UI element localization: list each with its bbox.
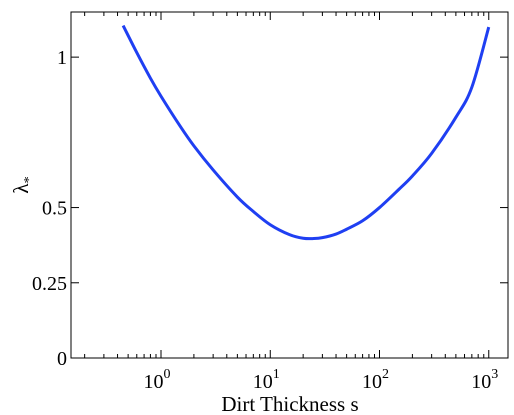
y-axis-label-main: λ [9,183,33,194]
x-axis-label: Dirt Thickness s [221,392,358,415]
x-tick-label-base: 10 [144,371,164,393]
y-axis-label-subscript: * [22,176,37,183]
x-tick-label-base: 10 [253,371,273,393]
y-axis-label: λ* [9,176,37,193]
x-tick-label: 100 [144,367,171,393]
y-tick-label: 0.25 [32,273,67,295]
x-tick-label: 102 [362,367,389,393]
x-tick-label: 101 [253,367,280,393]
plot-frame [70,11,509,359]
x-tick-label-exponent: 2 [382,367,389,382]
x-tick-label-exponent: 3 [491,367,498,382]
y-tick-label: 0.5 [42,198,67,220]
x-tick-label-base: 10 [362,371,382,393]
y-tick-label: 1 [57,47,67,69]
series-line [121,24,491,241]
x-tick-label-exponent: 1 [273,367,280,382]
axis-ticks [71,12,508,359]
x-tick-label-exponent: 0 [164,367,171,382]
x-tick-label: 103 [471,367,498,393]
x-tick-label-base: 10 [471,371,491,393]
series-layer [121,24,491,241]
y-tick-label: 0 [57,348,67,370]
